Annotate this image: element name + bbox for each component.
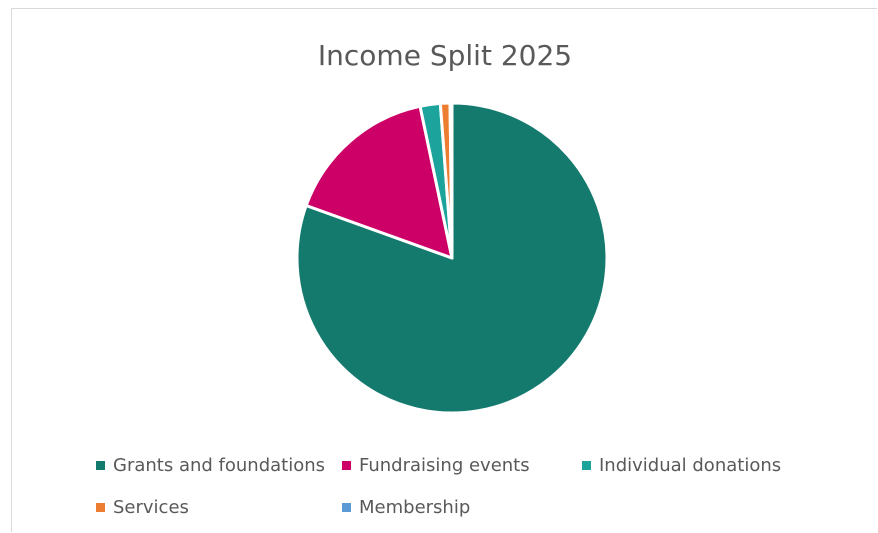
legend-swatch: [342, 461, 351, 470]
pie-chart: [295, 101, 609, 415]
legend-item: Services: [96, 497, 189, 518]
legend-swatch: [582, 461, 591, 470]
legend-item: Grants and foundations: [96, 455, 325, 476]
chart-area: Income Split 2025 Grants and foundations…: [11, 8, 877, 532]
legend-swatch: [96, 461, 105, 470]
legend-label: Membership: [359, 497, 471, 518]
legend-label: Individual donations: [599, 455, 782, 476]
legend-swatch: [96, 503, 105, 512]
legend-label: Services: [113, 497, 189, 518]
legend-item: Fundraising events: [342, 455, 530, 476]
pie-slice-membership: [448, 101, 454, 260]
legend-item: Membership: [342, 497, 470, 518]
chart-title: Income Split 2025: [317, 39, 573, 72]
legend-label: Fundraising events: [359, 455, 530, 476]
legend-label: Grants and foundations: [113, 455, 326, 476]
pie-slice-fundraising-events: [304, 104, 454, 260]
legend-item: Individual donations: [582, 455, 781, 476]
legend-swatch: [342, 503, 351, 512]
